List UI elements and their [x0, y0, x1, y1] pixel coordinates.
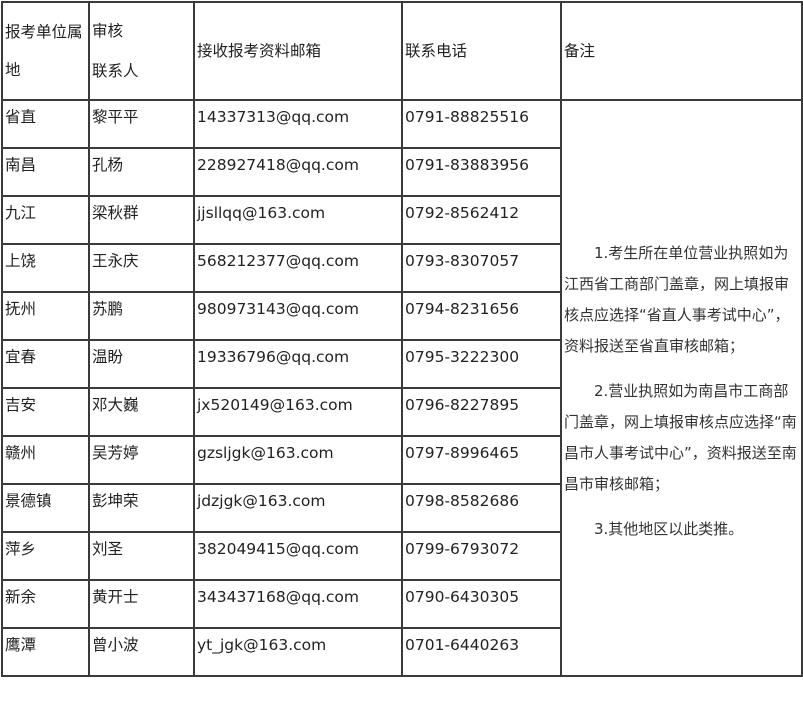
cell-contact: 孔杨	[88, 147, 195, 197]
table-row: 吉安 邓大巍 jx520149@163.com 0796-8227895	[1, 387, 802, 437]
table-row: 鹰潭 曾小波 yt_jgk@163.com 0701-6440263	[1, 627, 802, 677]
header-region: 报考单位属地	[1, 1, 90, 101]
note-paragraph: 2.营业执照如为南昌市工商部门盖章，网上填报审核点应选择“南昌市人事考试中心”，…	[564, 381, 797, 493]
cell-email: 343437168@qq.com	[193, 579, 403, 629]
table-row: 赣州 吴芳婷 gzsljgk@163.com 0797-8996465	[1, 435, 802, 485]
cell-phone: 0797-8996465	[401, 435, 562, 485]
header-contact-line1: 审核	[92, 22, 124, 40]
cell-email: 14337313@qq.com	[193, 99, 403, 149]
cell-contact: 黄开士	[88, 579, 195, 629]
cell-email: gzsljgk@163.com	[193, 435, 403, 485]
table-row: 南昌 孔杨 228927418@qq.com 0791-83883956	[1, 147, 802, 197]
table-row: 新余 黄开士 343437168@qq.com 0790-6430305	[1, 579, 802, 629]
cell-phone: 0796-8227895	[401, 387, 562, 437]
cell-region: 上饶	[1, 243, 90, 293]
cell-contact: 苏鹏	[88, 291, 195, 341]
cell-region: 鹰潭	[1, 627, 90, 677]
header-email: 接收报考资料邮箱	[193, 1, 403, 101]
cell-email: jdzjgk@163.com	[193, 483, 403, 533]
cell-phone: 0795-3222300	[401, 339, 562, 389]
cell-phone: 0793-8307057	[401, 243, 562, 293]
cell-phone: 0792-8562412	[401, 195, 562, 245]
header-notes: 备注	[560, 1, 803, 101]
header-row: 报考单位属地 审核联系人 接收报考资料邮箱 联系电话 备注	[1, 1, 803, 101]
cell-contact: 吴芳婷	[88, 435, 195, 485]
contact-table: 报考单位属地 审核联系人 接收报考资料邮箱 联系电话 备注 省直 黎平平 14337…	[1, 1, 803, 677]
table-row: 萍乡 刘圣 382049415@qq.com 0799-6793072	[1, 531, 802, 581]
cell-email: 228927418@qq.com	[193, 147, 403, 197]
cell-contact: 曾小波	[88, 627, 195, 677]
table-row: 九江 梁秋群 jjsllqq@163.com 0792-8562412	[1, 195, 802, 245]
cell-region: 赣州	[1, 435, 90, 485]
cell-region: 省直	[1, 99, 90, 149]
header-region-text: 报考单位属地	[5, 23, 83, 79]
cell-contact: 梁秋群	[88, 195, 195, 245]
cell-region: 抚州	[1, 291, 90, 341]
table-row: 抚州 苏鹏 980973143@qq.com 0794-8231656	[1, 291, 802, 341]
cell-email: yt_jgk@163.com	[193, 627, 403, 677]
table-row: 景德镇 彭坤荣 jdzjgk@163.com 0798-8582686	[1, 483, 802, 533]
cell-email: 980973143@qq.com	[193, 291, 403, 341]
note-paragraph: 1.考生所在单位营业执照如为江西省工商部门盖章，网上填报审核点应选择“省直人事考…	[564, 243, 790, 355]
cell-email: jjsllqq@163.com	[193, 195, 403, 245]
cell-region: 南昌	[1, 147, 90, 197]
cell-contact: 彭坤荣	[88, 483, 195, 533]
cell-phone: 0798-8582686	[401, 483, 562, 533]
cell-contact: 温盼	[88, 339, 195, 389]
table-row: 宜春 温盼 19336796@qq.com 0795-3222300	[1, 339, 802, 389]
cell-region: 吉安	[1, 387, 90, 437]
table-body: 报考单位属地 审核联系人 接收报考资料邮箱 联系电话 备注 省直 黎平平 14337…	[1, 1, 803, 677]
table-row: 上饶 王永庆 568212377@qq.com 0793-8307057	[1, 243, 802, 293]
cell-email: jx520149@163.com	[193, 387, 403, 437]
header-contact: 审核 联系人	[88, 1, 195, 101]
cell-contact: 黎平平	[88, 99, 195, 149]
cell-region: 九江	[1, 195, 90, 245]
cell-phone: 0701-6440263	[401, 627, 562, 677]
note-paragraph: 3.其他地区以此类推。	[594, 519, 744, 538]
cell-contact: 邓大巍	[88, 387, 195, 437]
cell-region: 景德镇	[1, 483, 90, 533]
cell-email: 568212377@qq.com	[193, 243, 403, 293]
cell-email: 382049415@qq.com	[193, 531, 403, 581]
cell-phone: 0794-8231656	[401, 291, 562, 341]
cell-contact: 刘圣	[88, 531, 195, 581]
cell-phone: 0791-88825516	[401, 99, 562, 149]
cell-contact: 王永庆	[88, 243, 195, 293]
header-contact-line2: 联系人	[92, 62, 139, 80]
cell-phone: 0791-83883956	[401, 147, 562, 197]
cell-email: 19336796@qq.com	[193, 339, 403, 389]
cell-phone: 0790-6430305	[401, 579, 562, 629]
cell-region: 宜春	[1, 339, 90, 389]
cell-phone: 0799-6793072	[401, 531, 562, 581]
cell-region: 萍乡	[1, 531, 90, 581]
notes-cell: 1.考生所在单位营业执照如为江西省工商部门盖章，网上填报审核点应选择“省直人事考…	[560, 99, 803, 677]
table-row: 省直 黎平平 14337313@qq.com 0791-88825516 1.考生所在单…	[1, 99, 803, 677]
header-phone: 联系电话	[401, 1, 562, 101]
cell-region: 新余	[1, 579, 90, 629]
